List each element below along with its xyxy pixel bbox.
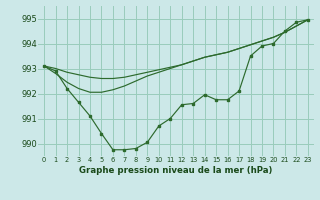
X-axis label: Graphe pression niveau de la mer (hPa): Graphe pression niveau de la mer (hPa) xyxy=(79,166,273,175)
